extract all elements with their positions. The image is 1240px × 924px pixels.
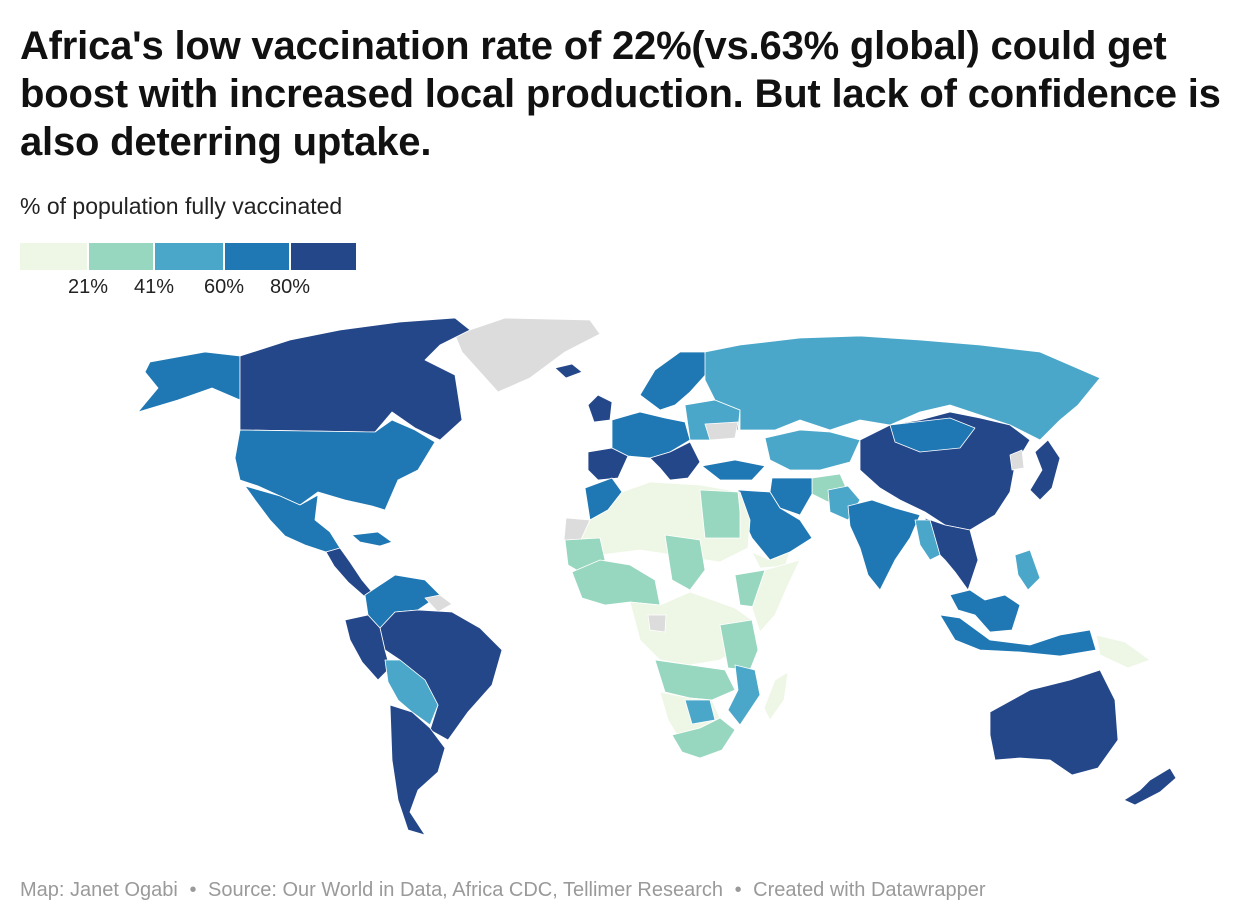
footer-credit: Map: Janet Ogabi xyxy=(20,879,178,901)
region-mozambique[interactable] xyxy=(727,664,761,726)
region-west-africa[interactable] xyxy=(571,559,661,606)
region-canada[interactable] xyxy=(239,317,471,441)
region-italy-balkans[interactable] xyxy=(649,441,701,481)
region-chad-sudan[interactable] xyxy=(664,534,706,591)
legend-swatch xyxy=(291,243,356,270)
legend-tick-label: 80% xyxy=(269,276,311,298)
region-indonesia[interactable] xyxy=(939,614,1097,657)
region-japan[interactable] xyxy=(1029,439,1061,501)
region-east-africa[interactable] xyxy=(719,619,759,671)
map-subtitle: % of population fully vaccinated xyxy=(20,193,343,219)
footer-separator: • xyxy=(189,879,197,901)
region-russia[interactable] xyxy=(704,335,1101,441)
legend-swatch xyxy=(155,243,223,270)
map-footer: Map: Janet Ogabi • Source: Our World in … xyxy=(20,877,986,903)
legend-tick-label: 21% xyxy=(67,276,109,298)
region-bolivia-paraguay[interactable] xyxy=(384,659,439,726)
region-png[interactable] xyxy=(1095,634,1151,669)
region-india[interactable] xyxy=(847,499,921,591)
region-central-asia[interactable] xyxy=(764,429,861,471)
legend-swatch xyxy=(89,243,153,270)
region-yemen[interactable] xyxy=(751,551,791,569)
region-zimbabwe[interactable] xyxy=(684,699,716,725)
region-usa[interactable] xyxy=(234,419,436,511)
region-malaysia-borneo[interactable] xyxy=(949,589,1021,633)
region-greenland[interactable] xyxy=(454,317,601,393)
region-guianas[interactable] xyxy=(424,594,453,613)
region-north-korea[interactable] xyxy=(1009,449,1025,471)
region-horn[interactable] xyxy=(751,559,801,633)
region-southern-cone[interactable] xyxy=(389,704,446,836)
region-angola-zambia[interactable] xyxy=(654,659,736,701)
region-madagascar[interactable] xyxy=(763,671,789,721)
region-iceland[interactable] xyxy=(554,363,583,379)
region-western-europe[interactable] xyxy=(611,411,691,459)
region-gabon[interactable] xyxy=(647,614,667,633)
world-choropleth-map[interactable] xyxy=(0,305,1240,845)
region-new-zealand[interactable] xyxy=(1123,767,1177,806)
region-myanmar[interactable] xyxy=(914,519,941,561)
footer-source: Source: Our World in Data, Africa CDC, T… xyxy=(208,879,724,901)
region-uk-ireland[interactable] xyxy=(587,394,613,423)
region-scandinavia[interactable] xyxy=(639,351,709,411)
region-alaska[interactable] xyxy=(137,351,241,413)
legend-tick-label: 41% xyxy=(133,276,175,298)
legend-tick-label: 60% xyxy=(203,276,245,298)
region-australia[interactable] xyxy=(989,669,1119,776)
region-south-africa[interactable] xyxy=(671,717,736,759)
region-philippines[interactable] xyxy=(1014,549,1041,591)
region-caribbean[interactable] xyxy=(351,531,393,547)
color-legend: 21% 41% 60% 80% xyxy=(20,243,358,303)
region-ukraine[interactable] xyxy=(704,421,739,441)
footer-tool-link[interactable]: Created with Datawrapper xyxy=(753,879,986,901)
legend-ticks: 21% 41% 60% 80% xyxy=(20,275,358,301)
region-turkey[interactable] xyxy=(701,459,766,481)
legend-swatch xyxy=(225,243,289,270)
legend-color-bar xyxy=(20,243,358,270)
footer-separator: • xyxy=(734,879,742,901)
region-mongolia[interactable] xyxy=(889,417,976,453)
map-title: Africa's low vaccination rate of 22%(vs.… xyxy=(20,24,1221,164)
region-egypt[interactable] xyxy=(699,489,741,539)
legend-swatch xyxy=(20,243,87,270)
region-central-america[interactable] xyxy=(325,547,373,597)
